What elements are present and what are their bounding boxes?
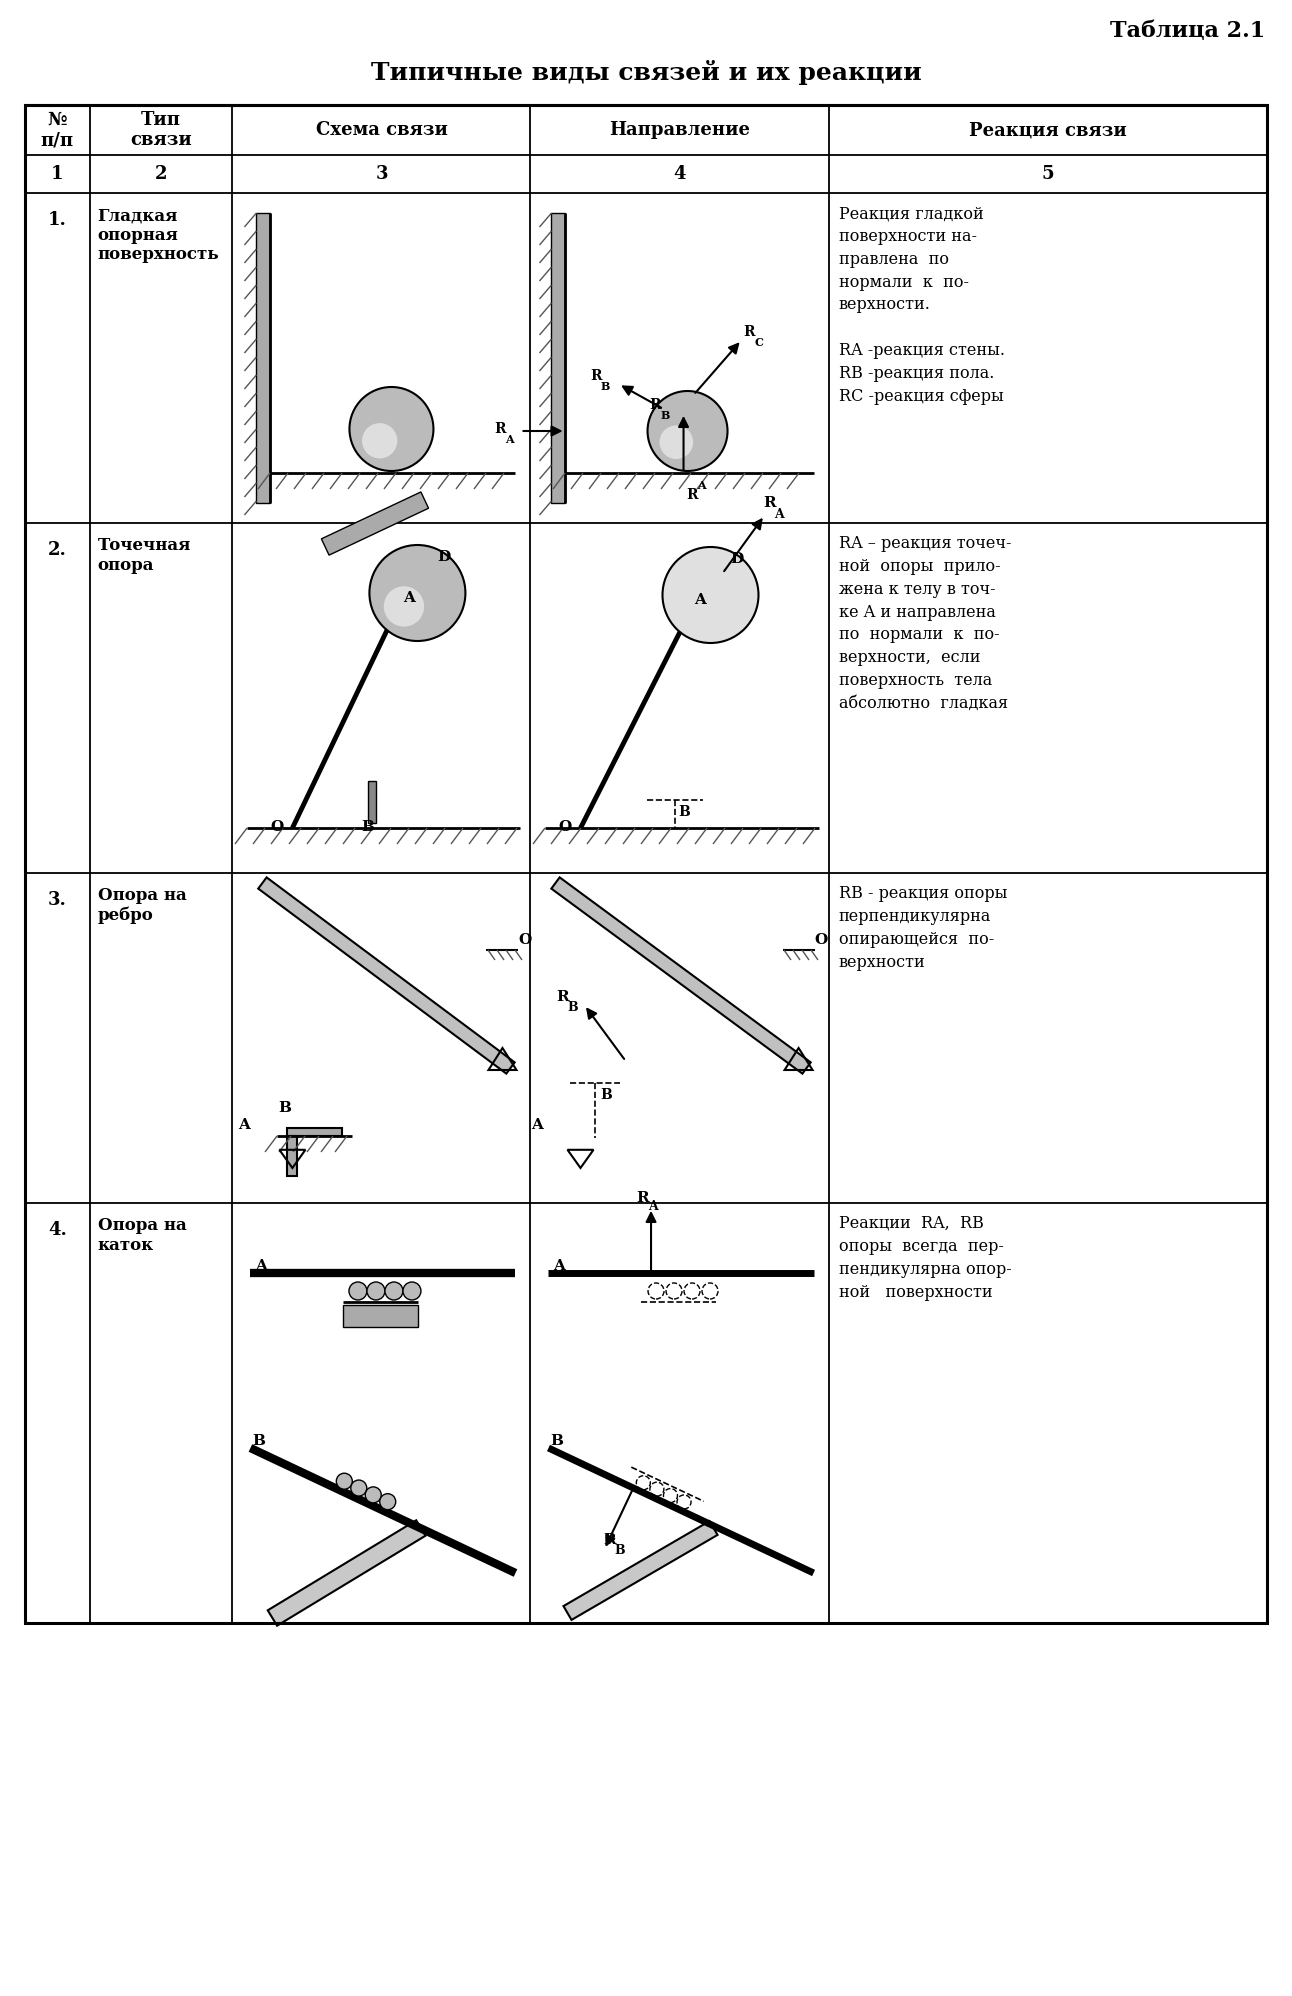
Text: D: D <box>730 553 743 567</box>
Bar <box>552 214 566 503</box>
Text: B: B <box>660 409 671 421</box>
Bar <box>342 1305 417 1327</box>
Circle shape <box>349 1281 367 1299</box>
Text: A: A <box>774 507 783 521</box>
Text: Опора на
каток: Опора на каток <box>98 1218 186 1253</box>
Bar <box>368 780 376 822</box>
Text: A: A <box>256 1259 267 1273</box>
Text: RB - реакция опоры
перпендикулярна
опирающейся  по-
верхности: RB - реакция опоры перпендикулярна опира… <box>839 884 1006 970</box>
Text: Таблица 2.1: Таблица 2.1 <box>1110 20 1265 42</box>
Polygon shape <box>563 1521 717 1621</box>
Text: 1: 1 <box>52 166 63 184</box>
Text: O: O <box>558 820 572 834</box>
Text: A: A <box>649 1200 658 1214</box>
Text: A: A <box>505 433 514 445</box>
Text: Реакция связи: Реакция связи <box>969 122 1127 140</box>
Circle shape <box>367 1281 385 1299</box>
Text: 3: 3 <box>375 166 388 184</box>
Bar <box>287 1136 297 1176</box>
Text: A: A <box>239 1118 251 1132</box>
Circle shape <box>370 545 465 641</box>
Text: 5: 5 <box>1041 166 1054 184</box>
Text: Опора на
ребро: Опора на ребро <box>98 886 186 924</box>
Text: 2: 2 <box>155 166 167 184</box>
Circle shape <box>385 1281 403 1299</box>
Text: B: B <box>567 1002 578 1014</box>
Text: 3.: 3. <box>48 890 67 908</box>
Text: R: R <box>687 487 698 503</box>
Text: R: R <box>603 1533 615 1547</box>
Text: Направление: Направление <box>609 122 751 140</box>
Circle shape <box>366 1487 381 1503</box>
Text: A: A <box>553 1259 566 1273</box>
Text: O: O <box>270 820 284 834</box>
Text: B: B <box>360 820 373 834</box>
Circle shape <box>380 1493 395 1509</box>
Bar <box>25 106 1267 1623</box>
Text: Реакции  RA,  RB
опоры  всегда  пер-
пендикулярна опор-
ной   поверхности: Реакции RA, RB опоры всегда пер- пендику… <box>839 1216 1012 1301</box>
Text: R: R <box>590 369 602 383</box>
Text: Точечная
опора: Точечная опора <box>98 537 191 573</box>
Circle shape <box>403 1281 421 1299</box>
Text: 1.: 1. <box>48 212 67 230</box>
Bar <box>256 214 270 503</box>
Circle shape <box>647 391 727 471</box>
Text: R: R <box>495 421 506 435</box>
Text: B: B <box>678 804 690 818</box>
Text: 2.: 2. <box>48 541 67 559</box>
Text: B: B <box>550 1433 563 1447</box>
Circle shape <box>659 425 693 459</box>
Text: C: C <box>755 337 764 347</box>
Circle shape <box>663 547 758 643</box>
Circle shape <box>349 387 433 471</box>
Circle shape <box>362 423 398 459</box>
Circle shape <box>384 587 424 627</box>
Polygon shape <box>552 878 810 1074</box>
Polygon shape <box>258 878 514 1074</box>
Circle shape <box>350 1481 367 1497</box>
Text: №
п/п: № п/п <box>41 110 74 150</box>
Text: 4.: 4. <box>48 1222 67 1240</box>
Text: Типичные виды связей и их реакции: Типичные виды связей и их реакции <box>371 60 921 84</box>
Text: A: A <box>403 591 415 605</box>
Text: B: B <box>252 1433 265 1447</box>
Text: B: B <box>601 381 610 391</box>
Text: B: B <box>614 1545 624 1557</box>
Text: R: R <box>650 397 662 411</box>
Circle shape <box>336 1473 353 1489</box>
Text: Гладкая
опорная
поверхность: Гладкая опорная поверхность <box>98 208 220 263</box>
Polygon shape <box>267 1521 425 1625</box>
Text: RA – реакция точеч-
ной  опоры  прило-
жена к телу в точ-
ке A и направлена
по  : RA – реакция точеч- ной опоры прило- жен… <box>839 535 1012 713</box>
Text: R: R <box>744 325 756 339</box>
Text: O: O <box>518 932 532 946</box>
Text: Схема связи: Схема связи <box>315 122 447 140</box>
Text: R: R <box>764 497 775 511</box>
Text: R: R <box>637 1192 650 1206</box>
Text: D: D <box>437 551 451 565</box>
Text: 4: 4 <box>673 166 686 184</box>
Text: Тип
связи: Тип связи <box>130 110 193 150</box>
Text: R: R <box>556 990 568 1004</box>
Text: B: B <box>601 1088 612 1102</box>
Text: O: O <box>814 932 828 946</box>
Bar <box>287 1128 342 1136</box>
Text: Реакция гладкой
поверхности на-
правлена  по
нормали  к  по-
верхности.

RA -реа: Реакция гладкой поверхности на- правлена… <box>839 206 1005 405</box>
Text: A: A <box>531 1118 544 1132</box>
Text: B: B <box>278 1102 291 1116</box>
Polygon shape <box>322 491 429 555</box>
Text: A: A <box>698 479 705 491</box>
Text: A: A <box>695 593 707 607</box>
